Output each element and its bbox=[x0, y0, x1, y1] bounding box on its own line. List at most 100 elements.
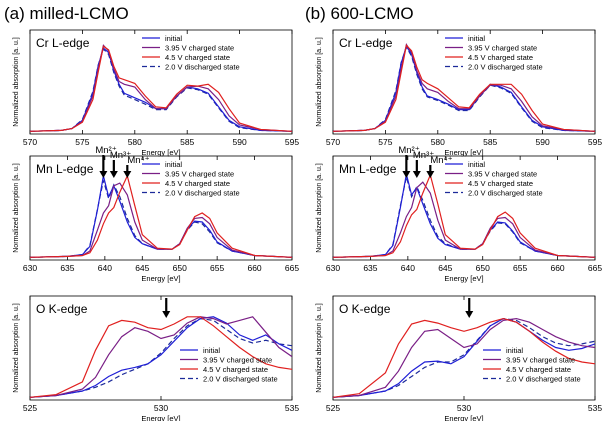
legend-label: 3.95 V charged state bbox=[203, 356, 272, 365]
x-axis-label: Energy [eV] bbox=[141, 148, 180, 157]
oxidation-state-label: Mn²⁺ bbox=[398, 145, 419, 156]
panel-1: 570 575 580 585 590 595 Energy [eV] Normalized … bbox=[13, 29, 299, 157]
y-axis-label: Normalized absorption [a. u.] bbox=[316, 303, 323, 393]
x-tick-label: 660 bbox=[247, 263, 261, 273]
x-tick-label: 630 bbox=[23, 263, 37, 273]
legend-label: 3.95 V charged state bbox=[506, 356, 575, 365]
x-tick-label: 575 bbox=[378, 137, 392, 147]
series-line-3-95-v-charged-state bbox=[30, 316, 292, 398]
arrow-head bbox=[162, 311, 171, 318]
legend-label: 2.0 V discharged state bbox=[468, 63, 543, 72]
series-line-initial bbox=[30, 47, 292, 132]
plot-frame bbox=[29, 155, 293, 261]
legend-label: 4.5 V charged state bbox=[203, 365, 268, 374]
x-tick-label: 660 bbox=[550, 263, 564, 273]
x-tick-label: 655 bbox=[210, 263, 224, 273]
legend-label: initial bbox=[165, 34, 182, 43]
x-tick-label: 650 bbox=[173, 263, 187, 273]
x-tick-label: 655 bbox=[513, 263, 527, 273]
series-line-3-95-v-charged-state bbox=[333, 181, 595, 258]
panel-label: Cr L-edge bbox=[339, 36, 393, 50]
legend-label: 4.5 V charged state bbox=[506, 365, 571, 374]
panel-5: 525 530 535 Energy [eV] Normalized absorptio… bbox=[13, 295, 299, 421]
series-line-4-5-v-charged-state bbox=[333, 44, 595, 132]
oxidation-state-label: Mn²⁺ bbox=[95, 145, 116, 156]
x-tick-label: 570 bbox=[23, 137, 37, 147]
x-tick-label: 570 bbox=[326, 137, 340, 147]
x-axis-label: Energy [eV] bbox=[444, 414, 483, 421]
arrow-head bbox=[465, 311, 474, 318]
series-line-2-0-v-discharged-state bbox=[333, 45, 595, 132]
legend-label: 2.0 V discharged state bbox=[506, 375, 581, 384]
x-tick-label: 535 bbox=[285, 403, 299, 413]
series-line-2-0-v-discharged-state bbox=[30, 317, 292, 398]
arrow-head bbox=[426, 171, 435, 178]
series-line-3-95-v-charged-state bbox=[333, 317, 595, 398]
series-line-initial bbox=[30, 316, 292, 398]
x-tick-label: 530 bbox=[457, 403, 471, 413]
x-axis-label: Energy [eV] bbox=[141, 414, 180, 421]
series-line-initial bbox=[333, 44, 595, 132]
y-axis-label: Normalized absorption [a. u.] bbox=[316, 37, 323, 127]
x-tick-label: 590 bbox=[233, 137, 247, 147]
x-axis-label: Energy [eV] bbox=[141, 274, 180, 283]
legend-label: initial bbox=[468, 34, 485, 43]
legend-label: initial bbox=[506, 346, 523, 355]
panel-4: 630 635 640 645 650 655 660 665 Energy [eV] Norma… bbox=[316, 145, 602, 283]
arrow-head bbox=[412, 171, 421, 178]
y-axis-label: Normalized absorption [a. u.] bbox=[13, 303, 20, 393]
x-tick-label: 640 bbox=[98, 263, 112, 273]
legend-label: 3.95 V charged state bbox=[468, 44, 537, 53]
oxidation-state-label: Mn⁴⁺ bbox=[127, 155, 149, 166]
legend-label: 2.0 V discharged state bbox=[468, 189, 543, 198]
series-line-3-95-v-charged-state bbox=[30, 182, 292, 258]
x-axis-label: Energy [eV] bbox=[444, 274, 483, 283]
x-tick-label: 650 bbox=[476, 263, 490, 273]
panel-label: Cr L-edge bbox=[36, 36, 90, 50]
series-line-3-95-v-charged-state bbox=[30, 44, 292, 132]
x-tick-label: 665 bbox=[588, 263, 602, 273]
x-tick-label: 525 bbox=[326, 403, 340, 413]
x-tick-label: 665 bbox=[285, 263, 299, 273]
oxidation-state-label: Mn⁴⁺ bbox=[430, 155, 452, 166]
plot-frame bbox=[332, 29, 596, 135]
plot-frame bbox=[29, 29, 293, 135]
series-line-2-0-v-discharged-state bbox=[333, 176, 595, 258]
x-tick-label: 535 bbox=[588, 403, 602, 413]
series-line-2-0-v-discharged-state bbox=[30, 47, 292, 132]
series-line-3-95-v-charged-state bbox=[333, 42, 595, 132]
panel-3: 630 635 640 645 650 655 660 665 Energy [eV] Norma… bbox=[13, 145, 299, 283]
arrow-head bbox=[123, 171, 132, 178]
column-title-600-lcmo: (b) 600-LCMO bbox=[305, 4, 414, 23]
x-tick-label: 530 bbox=[154, 403, 168, 413]
column-title-milled-lcmo: (a) milled-LCMO bbox=[4, 4, 129, 23]
x-tick-label: 645 bbox=[438, 263, 452, 273]
x-tick-label: 590 bbox=[536, 137, 550, 147]
series-line-4-5-v-charged-state bbox=[333, 317, 595, 398]
oxidation-state-label: Mn³⁺ bbox=[413, 150, 434, 161]
x-tick-label: 635 bbox=[60, 263, 74, 273]
legend-label: 3.95 V charged state bbox=[468, 170, 537, 179]
y-axis-label: Normalized absorption [a. u.] bbox=[13, 163, 20, 253]
legend-label: 4.5 V charged state bbox=[468, 53, 533, 62]
legend-label: 4.5 V charged state bbox=[165, 179, 230, 188]
arrow-head bbox=[402, 171, 411, 178]
panel-label: Mn L-edge bbox=[36, 162, 94, 176]
series-line-4-5-v-charged-state bbox=[30, 174, 292, 258]
y-axis-label: Normalized absorption [a. u.] bbox=[316, 163, 323, 253]
x-tick-label: 645 bbox=[135, 263, 149, 273]
x-tick-label: 580 bbox=[431, 137, 445, 147]
x-tick-label: 525 bbox=[23, 403, 37, 413]
series-line-initial bbox=[30, 175, 292, 258]
x-tick-label: 575 bbox=[75, 137, 89, 147]
x-tick-label: 580 bbox=[128, 137, 142, 147]
legend-label: 2.0 V discharged state bbox=[203, 375, 278, 384]
plot-frame bbox=[332, 155, 596, 261]
x-tick-label: 635 bbox=[363, 263, 377, 273]
x-tick-label: 630 bbox=[326, 263, 340, 273]
x-tick-label: 595 bbox=[285, 137, 299, 147]
x-tick-label: 585 bbox=[483, 137, 497, 147]
series-line-initial bbox=[333, 173, 595, 258]
legend-label: initial bbox=[165, 160, 182, 169]
